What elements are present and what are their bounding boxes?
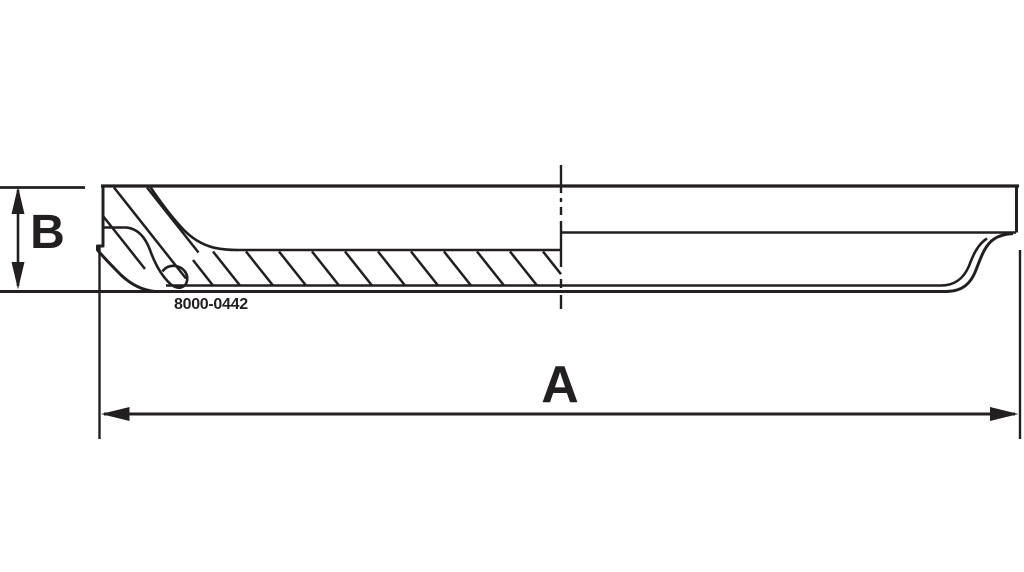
part-left-edge — [96, 184, 156, 293]
dim-b-arrow-down-icon — [11, 262, 25, 290]
hatch-lines-rim — [102, 186, 200, 280]
part-bottom-inner-edge — [166, 237, 988, 287]
dim-a-arrow-right-icon — [990, 407, 1019, 421]
section-groove-profile — [148, 185, 238, 252]
dim-a-arrow-left-icon — [101, 407, 130, 421]
dimension-b: B — [0, 186, 85, 290]
hatch-lines-panel — [192, 250, 562, 287]
dim-b-arrow-up-icon — [11, 186, 25, 214]
part-bottom-outer-edge — [0, 232, 1014, 293]
part-number-label: 8000-0442 — [174, 296, 248, 313]
section-hatching — [102, 186, 562, 287]
section-inner-profile — [103, 226, 189, 289]
dimension-a: A — [98, 247, 1022, 439]
dimension-b-label: B — [30, 206, 65, 259]
dimension-a-label: A — [541, 356, 579, 414]
